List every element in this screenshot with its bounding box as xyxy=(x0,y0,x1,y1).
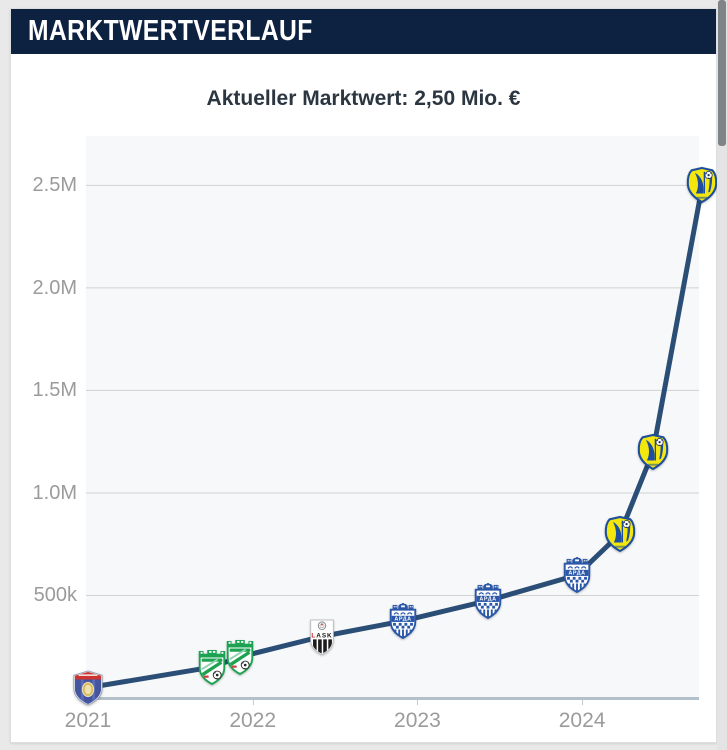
rostov-club-crest-icon[interactable] xyxy=(603,515,637,553)
y-axis-label: 2.0M xyxy=(32,276,77,299)
x-axis-label: 2024 xyxy=(558,709,606,732)
current-market-value-text: Aktueller Marktwert: 2,50 Mio. € xyxy=(206,87,521,110)
arda-club-crest-icon[interactable] xyxy=(471,582,505,620)
scrollbar-track[interactable] xyxy=(717,0,727,750)
card-title: MARKTWERTVERLAUF xyxy=(28,15,313,47)
club-crest-green-icon[interactable] xyxy=(223,638,257,676)
market-value-card: MARKTWERTVERLAUF Aktueller Marktwert: 2,… xyxy=(10,8,717,743)
y-axis-label: 1.5M xyxy=(32,379,77,402)
x-axis-line xyxy=(86,697,699,700)
rostov-club-crest-icon[interactable] xyxy=(685,166,719,204)
card-header: MARKTWERTVERLAUF xyxy=(11,9,716,54)
rostov-club-crest-icon[interactable] xyxy=(636,433,670,471)
y-axis-label: 500k xyxy=(33,584,77,607)
x-axis-label: 2021 xyxy=(64,709,112,732)
x-axis-label: 2023 xyxy=(394,709,441,732)
arda-club-crest-icon[interactable] xyxy=(386,602,420,640)
club-crest-red-blue-icon[interactable] xyxy=(71,669,105,707)
x-axis-tick xyxy=(417,700,419,705)
scrollbar-thumb[interactable] xyxy=(718,0,726,146)
y-axis-label: 2.5M xyxy=(32,174,77,197)
y-axis-label: 1.0M xyxy=(32,481,77,504)
lask-club-crest-icon[interactable] xyxy=(305,618,339,656)
x-axis-tick xyxy=(582,700,584,705)
x-axis-label: 2022 xyxy=(229,709,277,732)
x-axis-tick xyxy=(252,700,254,705)
market-value-chart: 500k 1.0M 1.5M 2.0M 2.5M 2021 2022 2023 2024 xyxy=(11,9,718,744)
arda-club-crest-icon[interactable] xyxy=(560,556,594,594)
